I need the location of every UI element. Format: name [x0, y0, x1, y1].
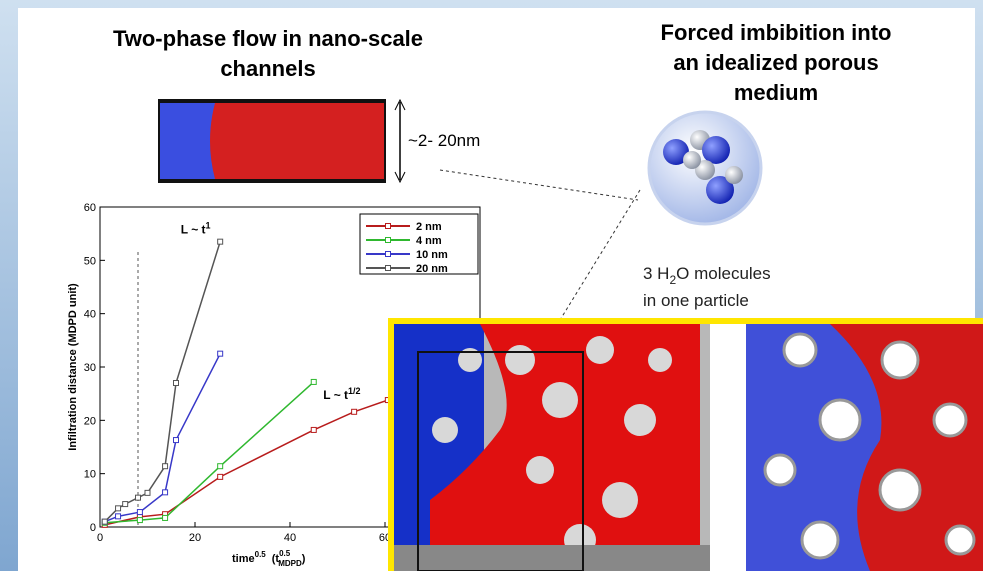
caption-part: O molecules — [676, 264, 770, 283]
y-tick-label: 20 — [84, 415, 96, 427]
heading-line: an idealized porous — [673, 50, 878, 75]
caption-part: 3 H — [643, 264, 669, 283]
annotation-sup: 1 — [206, 221, 211, 231]
point-marker — [218, 351, 223, 356]
point-marker — [163, 464, 168, 469]
point-marker — [163, 490, 168, 495]
legend-label: 20 nm — [416, 263, 448, 275]
y-tick-label: 10 — [84, 469, 96, 481]
legend-marker — [386, 252, 391, 257]
point-marker — [123, 502, 128, 507]
point-marker — [136, 495, 141, 500]
point-marker — [174, 438, 179, 443]
x-axis-title-part: time — [232, 553, 255, 565]
legend-label: 4 nm — [416, 235, 442, 247]
y-axis-title: Infiltration distance (MDPD unit) — [67, 283, 79, 451]
x-axis-title-part: 0.5 — [255, 550, 267, 559]
x-axis-title-part: ) — [302, 553, 306, 565]
point-marker — [145, 490, 150, 495]
porous-image — [388, 318, 983, 571]
legend-marker — [386, 224, 391, 229]
point-marker — [163, 515, 168, 520]
y-tick-label: 60 — [84, 202, 96, 214]
annotation-sup: 1/2 — [348, 386, 361, 396]
point-marker — [218, 239, 223, 244]
point-marker — [218, 474, 223, 479]
y-tick-label: 0 — [90, 522, 96, 534]
y-tick-label: 40 — [84, 309, 96, 321]
legend-label: 10 nm — [416, 249, 448, 261]
x-axis-title-part: 0.5 — [279, 549, 291, 558]
annotation-text: L ~ t — [323, 388, 348, 402]
heading-line: medium — [734, 80, 818, 105]
point-marker — [352, 409, 357, 414]
y-tick-label: 30 — [84, 362, 96, 374]
point-marker — [116, 506, 121, 511]
heading-line: Forced imbibition into — [661, 20, 892, 45]
heading-line: Two-phase flow in nano-scale — [113, 26, 423, 51]
point-marker — [311, 427, 316, 432]
legend-marker — [386, 266, 391, 271]
point-marker — [174, 381, 179, 386]
molecule-caption: in one particle — [643, 291, 749, 310]
point-marker — [137, 510, 142, 515]
annotation-text: L ~ t — [181, 223, 206, 237]
x-axis-title-part: MDPD — [278, 559, 302, 568]
molecule-icon — [649, 112, 761, 224]
x-tick-label: 20 — [189, 532, 201, 544]
x-tick-label: 40 — [284, 532, 296, 544]
point-marker — [218, 464, 223, 469]
channel-image — [158, 99, 386, 183]
heading-line: channels — [220, 56, 315, 81]
point-marker — [311, 379, 316, 384]
slide: Two-phase flow in nano-scale channels For… — [0, 0, 983, 571]
point-marker — [102, 519, 107, 524]
point-marker — [116, 514, 121, 519]
point-marker — [137, 518, 142, 523]
channel-label: ~2- 20nm — [408, 131, 480, 150]
y-tick-label: 50 — [84, 255, 96, 267]
x-tick-label: 0 — [97, 532, 103, 544]
legend-label: 2 nm — [416, 221, 442, 233]
legend-marker — [386, 238, 391, 243]
